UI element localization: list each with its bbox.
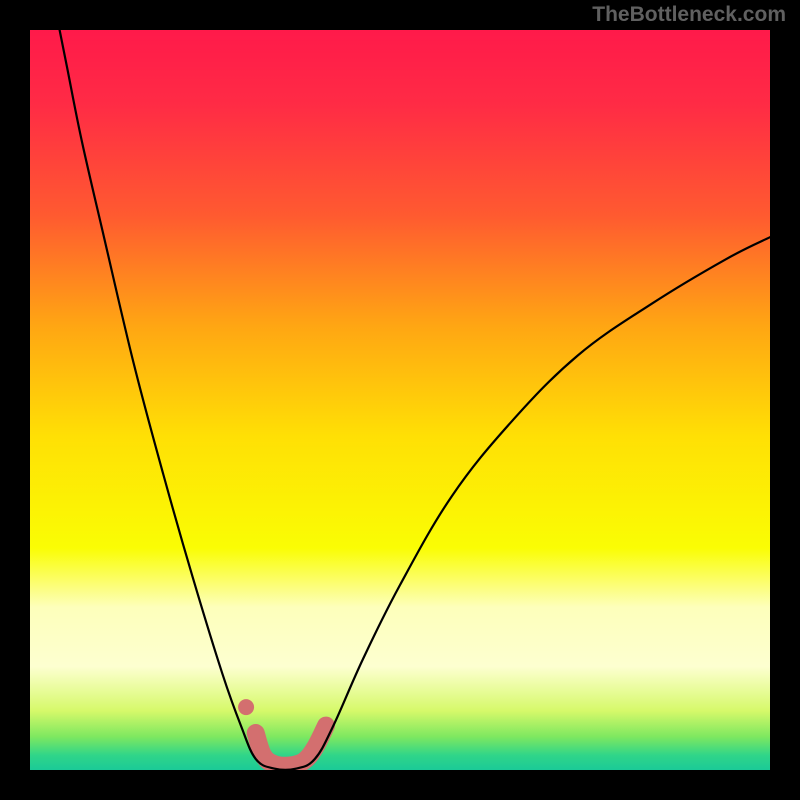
plot-gradient-background bbox=[30, 30, 770, 770]
watermark-label: TheBottleneck.com bbox=[592, 3, 786, 27]
chart-container: TheBottleneck.com bbox=[0, 0, 800, 800]
bottleneck-chart bbox=[0, 0, 800, 800]
highlight-dot-icon bbox=[238, 699, 254, 715]
